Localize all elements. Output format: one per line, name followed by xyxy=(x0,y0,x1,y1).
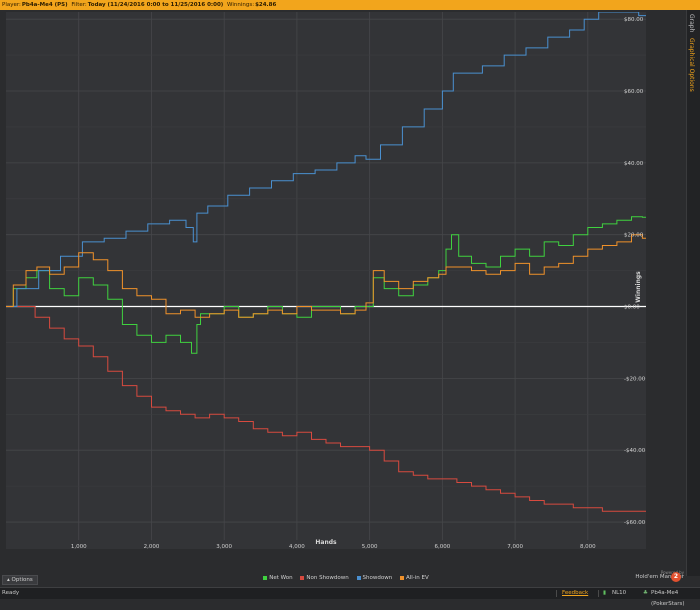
legend-swatch-net-won xyxy=(263,575,268,580)
series-line-all-in-ev xyxy=(6,234,646,318)
y-tick-label: -$40.00 xyxy=(624,448,646,454)
series-line-non-showdown xyxy=(6,306,646,512)
legend-all-in-ev[interactable]: All-in EV xyxy=(405,575,429,581)
account-label[interactable]: Pb4a-Me4 (PokerStars) xyxy=(651,590,685,607)
winnings-label: Winnings: xyxy=(227,2,255,8)
x-tick-label: 8,000 xyxy=(580,544,596,549)
filter-bar: Player:Pb4a-Me4 (PS) Filter:Today (11/24… xyxy=(0,0,700,10)
filter-value[interactable]: Today (11/24/2016 0:00 to 11/25/2016 0:0… xyxy=(87,2,224,8)
legend: Net Won Non Showdown Showdown All-in EV xyxy=(0,574,686,583)
player-label: Player: xyxy=(2,2,21,8)
x-tick-label: 3,000 xyxy=(216,544,232,549)
x-tick-label: 5,000 xyxy=(362,544,378,549)
legend-showdown[interactable]: Showdown xyxy=(362,575,393,581)
player-icon: ♣ xyxy=(643,590,648,596)
y-axis: $80.00 $60.00 $40.00 $20.00 $0.00 -$20.00 -$40… xyxy=(624,17,646,526)
x-axis-label: Hands xyxy=(315,539,337,546)
options-button[interactable]: ▴ Options xyxy=(2,575,38,585)
y-tick-label: $80.00 xyxy=(624,17,644,23)
status-bar: Ready Feedback ▮ NL10 ♣ Pb4a-Me4 (PokerS… xyxy=(0,587,700,607)
player-value[interactable]: Pb4a-Me4 (PS) xyxy=(21,2,68,8)
y-tick-label: $0.00 xyxy=(624,305,640,311)
side-tab-strip: Graph Graphical Options xyxy=(686,10,700,576)
legend-swatch-all-in-ev xyxy=(399,575,404,580)
y-axis-label: Winnings xyxy=(635,271,642,303)
status-ready: Ready xyxy=(2,590,20,596)
divider xyxy=(556,590,557,597)
legend-swatch-showdown xyxy=(356,575,361,580)
legend-net-won[interactable]: Net Won xyxy=(269,575,293,581)
series-line-showdown xyxy=(6,11,646,307)
series-lines xyxy=(6,11,646,512)
winnings-chart: 1,000 2,000 3,000 4,000 5,000 6,000 7,000 8,000… xyxy=(6,11,646,550)
y-tick-label: $40.00 xyxy=(624,161,644,167)
x-tick-label: 4,000 xyxy=(289,544,305,549)
chart-area: 1,000 2,000 3,000 4,000 5,000 6,000 7,000 8,000… xyxy=(6,11,646,550)
legend-swatch-non-showdown xyxy=(300,575,305,580)
winnings-value: $24.86 xyxy=(255,2,277,8)
x-tick-label: 1,000 xyxy=(71,544,87,549)
feedback-link[interactable]: Feedback xyxy=(562,590,589,596)
hm-logo-icon: 2 xyxy=(671,572,681,582)
chevron-up-icon: ▴ xyxy=(7,577,10,583)
x-tick-label: 6,000 xyxy=(434,544,450,549)
divider xyxy=(598,590,599,597)
series-line-net-won xyxy=(6,216,646,354)
brand-name: Hold'em Manager xyxy=(635,574,684,580)
flag-icon: ▮ xyxy=(603,590,607,596)
options-label: Options xyxy=(11,577,33,583)
x-tick-label: 7,000 xyxy=(507,544,523,549)
legend-non-showdown[interactable]: Non Showdown xyxy=(306,575,349,581)
x-tick-label: 2,000 xyxy=(144,544,160,549)
stake-label: NL10 xyxy=(612,590,627,596)
y-tick-label: -$20.00 xyxy=(624,376,646,382)
y-tick-label: $60.00 xyxy=(624,89,644,95)
x-axis: 1,000 2,000 3,000 4,000 5,000 6,000 7,000 8,000 xyxy=(71,544,596,550)
tab-graph[interactable]: Graph xyxy=(688,14,695,33)
y-tick-label: -$60.00 xyxy=(624,520,646,526)
grid xyxy=(6,12,646,540)
y-tick-label: $20.00 xyxy=(624,233,644,239)
filter-label: Filter: xyxy=(71,2,87,8)
tab-graphical-options[interactable]: Graphical Options xyxy=(688,38,695,92)
